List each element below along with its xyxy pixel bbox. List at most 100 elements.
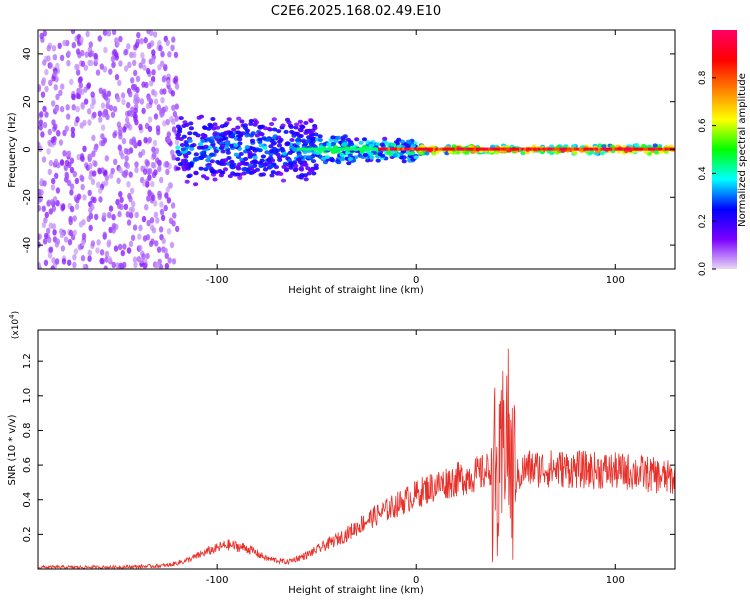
heatmap-cell (88, 224, 93, 232)
heatmap-cell (75, 116, 80, 123)
heatmap-cell (126, 101, 131, 109)
heatmap-ridge-cell (356, 147, 360, 151)
heatmap-cell (91, 134, 96, 142)
heatmap-cell (114, 73, 120, 81)
heatmap-cell (210, 117, 216, 121)
heatmap-cell (289, 138, 295, 142)
heatmap-cell (380, 153, 386, 158)
heatmap-cell (80, 255, 86, 262)
heatmap-cell (124, 48, 129, 56)
heatmap-cell (346, 161, 352, 166)
heatmap-cell (50, 199, 55, 206)
heatmap-cell (150, 57, 156, 65)
heatmap-cell (171, 36, 176, 43)
heatmap-ridge-cell (444, 147, 448, 151)
heatmap-cell (152, 151, 157, 159)
colorbar-scale (712, 30, 737, 269)
heatmap-cell (113, 158, 118, 165)
heatmap-cell (200, 152, 206, 157)
heatmap-ridge-cell (545, 147, 549, 151)
heatmap-cell (193, 152, 199, 157)
heatmap-cell (80, 60, 86, 68)
heatmap-cell (58, 89, 63, 97)
heatmap-cell (175, 145, 181, 150)
heatmap-ridge-cell (576, 147, 580, 151)
heatmap-cell (154, 147, 160, 154)
heatmap-ridge-cell (473, 147, 477, 151)
heatmap-cell (311, 171, 317, 176)
heatmap-ridge-cell (540, 147, 544, 151)
heatmap-cell (424, 151, 430, 156)
heatmap-ridge-cell (370, 147, 374, 151)
heatmap-cell (277, 157, 283, 162)
heatmap-cell (298, 134, 304, 138)
heatmap-cell (71, 42, 77, 49)
heatmap-cell (55, 129, 61, 137)
heatmap-cell (212, 177, 218, 182)
heatmap-cell (149, 80, 154, 87)
heatmap-cell (303, 120, 309, 125)
y-tick-label: -20 (22, 189, 33, 205)
heatmap-ridge-cell (373, 147, 377, 151)
heatmap-cell (54, 105, 60, 113)
heatmap-cell (262, 162, 268, 167)
heatmap-ridge-cell (449, 147, 453, 151)
heatmap-cell (108, 68, 113, 75)
heatmap-cell (103, 94, 109, 101)
heatmap-cell (354, 137, 360, 142)
heatmap-ridge-cell (662, 147, 666, 151)
heatmap-cell (229, 160, 235, 165)
heatmap-ridge-cell (461, 147, 465, 151)
heatmap-cell (41, 221, 47, 229)
heatmap-cell (658, 149, 664, 154)
heatmap-cell (278, 171, 284, 176)
heatmap-cell (64, 125, 70, 132)
heatmap-ridge-cell (511, 147, 515, 151)
heatmap-cell (189, 147, 195, 151)
heatmap-cell (153, 98, 159, 105)
heatmap-cell (118, 60, 123, 67)
heatmap-cell (262, 126, 268, 131)
heatmap-cell (379, 142, 385, 147)
heatmap-cell (164, 161, 170, 168)
heatmap-cell (102, 108, 108, 116)
y-tick-label: 0.8 (22, 422, 33, 438)
heatmap-ridge-cell (375, 147, 379, 151)
heatmap-cell (396, 137, 402, 142)
heatmap-ridge-cell (495, 147, 498, 151)
heatmap-ridge-cell (475, 147, 479, 151)
colorbar-tick-label: 0.8 (698, 70, 708, 85)
heatmap-cell (69, 157, 75, 164)
heatmap-cell (180, 147, 186, 152)
heatmap-cell (160, 214, 166, 221)
heatmap-cell (62, 129, 67, 137)
heatmap-cell (252, 155, 258, 160)
heatmap-cell (68, 229, 74, 237)
heatmap-cell (330, 135, 336, 140)
heatmap-cell (362, 152, 368, 157)
heatmap-ridge-cell (401, 147, 405, 151)
heatmap-ridge-cell (423, 147, 427, 151)
heatmap-ridge-cell (330, 147, 334, 151)
heatmap-cell (38, 261, 41, 269)
heatmap-cell (41, 156, 47, 163)
heatmap-cell (225, 150, 231, 155)
heatmap-cell (211, 126, 217, 131)
heatmap-cell (133, 69, 138, 77)
heatmap-ridge-cell (607, 147, 611, 151)
heatmap-cell (254, 167, 261, 172)
heatmap-cell (106, 30, 112, 37)
heatmap-cell (276, 129, 282, 134)
heatmap-cell (258, 131, 264, 136)
heatmap-cell (47, 252, 53, 259)
heatmap-ridge-cell (542, 147, 546, 151)
heatmap-cell (315, 151, 321, 155)
heatmap-cell (145, 180, 150, 188)
heatmap-cell (99, 63, 105, 70)
heatmap-cell (118, 133, 123, 140)
heatmap-cell (90, 240, 96, 247)
heatmap-cell (149, 217, 155, 224)
heatmap-cell (201, 135, 207, 139)
heatmap-cell (62, 150, 67, 157)
heatmap-ridge-cell (547, 147, 551, 151)
